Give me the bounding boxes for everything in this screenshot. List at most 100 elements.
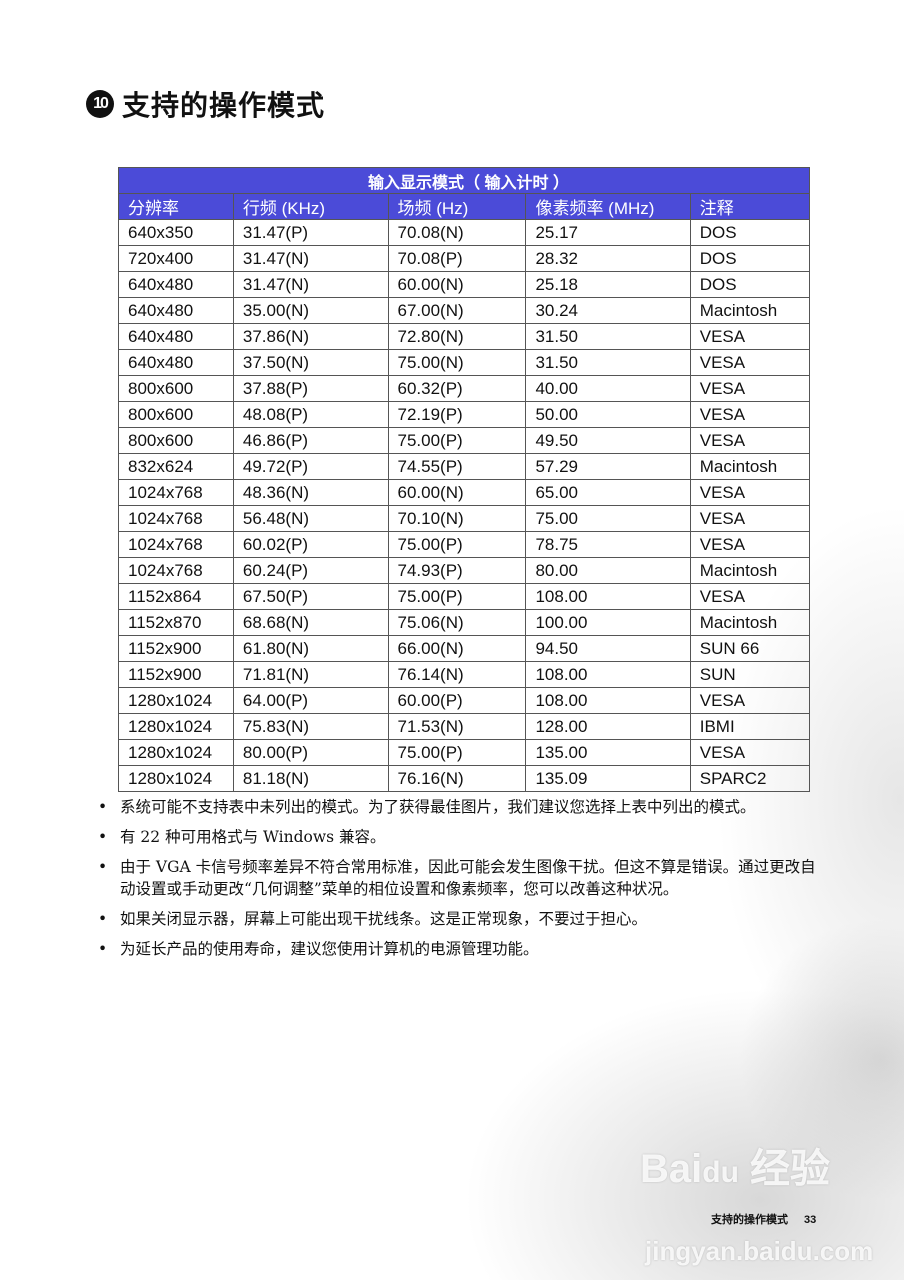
table-row: 1024x768 60.24(P) 74.93(P) 80.00 Macintosh (118, 557, 811, 584)
note-item: 为延长产品的使用寿命，建议您使用计算机的电源管理功能。 (96, 938, 816, 960)
table-cell: 1280x1024 (118, 687, 234, 714)
table-cell: SPARC2 (689, 765, 811, 792)
table-cell: 67.00(N) (387, 297, 527, 324)
table-cell: VESA (689, 505, 811, 532)
table-row: 1280x1024 81.18(N) 76.16(N) 135.09 SPARC2 (118, 765, 811, 792)
table-cell: 1152x864 (118, 583, 234, 610)
table-cell: 75.83(N) (232, 713, 389, 740)
table-row: 800x600 37.88(P) 60.32(P) 40.00 VESA (118, 375, 811, 402)
table-cell: 37.86(N) (232, 323, 389, 350)
table-cell: 35.00(N) (232, 297, 389, 324)
table-cell: 1280x1024 (118, 739, 234, 766)
table-cell: 31.50 (525, 323, 691, 350)
table-cell: 75.00(P) (387, 583, 527, 610)
timing-table: 输入显示模式（ 输入计时 ） 分辨率 行频 (KHz) 场频 (Hz) 像素频率 (M… (118, 167, 811, 792)
watermark-url: jingyan.baidu.com (645, 1236, 874, 1266)
notes-list: 系统可能不支持表中未列出的模式。为了获得最佳图片，我们建议您选择上表中列出的模式… (96, 796, 816, 968)
table-cell: 75.00(P) (387, 739, 527, 766)
page-number: 33 (804, 1214, 817, 1226)
table-cell: 49.50 (525, 427, 691, 454)
table-row: 1280x1024 75.83(N) 71.53(N) 128.00 IBMI (118, 713, 811, 740)
table-cell: 75.00 (525, 505, 691, 532)
table-cell: 37.50(N) (232, 349, 389, 376)
table-row: 1152x900 61.80(N) 66.00(N) 94.50 SUN 66 (118, 635, 811, 662)
table-cell: 30.24 (525, 297, 691, 324)
table-cell: 75.00(N) (387, 349, 527, 376)
note-item: 如果关闭显示器，屏幕上可能出现干扰线条。这是正常现象，不要过于担心。 (96, 908, 816, 930)
table-cell: SUN (689, 661, 811, 688)
table-cell: VESA (689, 739, 811, 766)
table-cell: 1280x1024 (118, 713, 234, 740)
table-cell: 37.88(P) (232, 375, 389, 402)
table-cell: 31.50 (525, 349, 691, 376)
table-cell: 1280x1024 (118, 765, 234, 792)
watermark-logo: Baidu 经验 (640, 1147, 831, 1191)
table-cell: 56.48(N) (232, 505, 389, 532)
table-cell: 1152x870 (118, 609, 234, 636)
table-cell: 640x480 (118, 349, 234, 376)
table-cell: 64.00(P) (232, 687, 389, 714)
table-row: 640x480 37.86(N) 72.80(N) 31.50 VESA (118, 323, 811, 350)
table-cell: 60.32(P) (387, 375, 527, 402)
table-cell: 81.18(N) (232, 765, 389, 792)
page-title-text: 支持的操作模式 (122, 90, 326, 121)
table-row: 640x350 31.47(P) 70.08(N) 25.17 DOS (118, 219, 811, 246)
table-cell: 832x624 (118, 453, 234, 480)
table-cell: 60.00(N) (387, 271, 527, 298)
table-cell: 48.36(N) (232, 479, 389, 506)
table-cell: VESA (689, 375, 811, 402)
note-item: 有 22 种可用格式与 Windows 兼容。 (96, 826, 816, 848)
table-cell: 76.14(N) (387, 661, 527, 688)
table-row: 1024x768 48.36(N) 60.00(N) 65.00 VESA (118, 479, 811, 506)
table-row: 640x480 31.47(N) 60.00(N) 25.18 DOS (118, 271, 811, 298)
table-row: 1152x900 71.81(N) 76.14(N) 108.00 SUN (118, 661, 811, 688)
table-cell: 1152x900 (118, 661, 234, 688)
table-cell: 49.72(P) (232, 453, 389, 480)
table-cell: 80.00 (525, 557, 691, 584)
table-cell: 640x480 (118, 271, 234, 298)
table-cell: 135.09 (525, 765, 691, 792)
table-cell: 72.80(N) (387, 323, 527, 350)
table-cell: 31.47(N) (232, 271, 389, 298)
table-cell: 75.06(N) (387, 609, 527, 636)
column-header: 场频 (Hz) (387, 193, 527, 220)
table-cell: DOS (689, 271, 811, 298)
table-cell: 48.08(P) (232, 401, 389, 428)
table-cell: 74.55(P) (387, 453, 527, 480)
table-row: 800x600 48.08(P) 72.19(P) 50.00 VESA (118, 401, 811, 428)
table-cell: Macintosh (689, 453, 811, 480)
table-cell: 800x600 (118, 427, 234, 454)
table-row: 1152x864 67.50(P) 75.00(P) 108.00 VESA (118, 583, 811, 610)
table-row: 800x600 46.86(P) 75.00(P) 49.50 VESA (118, 427, 811, 454)
table-row: 720x400 31.47(N) 70.08(P) 28.32 DOS (118, 245, 811, 272)
table-cell: 71.81(N) (232, 661, 389, 688)
table-cell: 60.24(P) (232, 557, 389, 584)
table-cell: 74.93(P) (387, 557, 527, 584)
table-cell: 75.00(P) (387, 531, 527, 558)
table-cell: VESA (689, 583, 811, 610)
table-cell: 128.00 (525, 713, 691, 740)
table-cell: 78.75 (525, 531, 691, 558)
table-row: 640x480 37.50(N) 75.00(N) 31.50 VESA (118, 349, 811, 376)
table-cell: 75.00(P) (387, 427, 527, 454)
table-cell: 100.00 (525, 609, 691, 636)
table-cell: DOS (689, 245, 811, 272)
table-cell: 50.00 (525, 401, 691, 428)
column-header: 注释 (689, 193, 811, 220)
table-cell: 800x600 (118, 375, 234, 402)
table-cell: SUN 66 (689, 635, 811, 662)
table-cell: 31.47(P) (232, 219, 389, 246)
table-cell: 60.02(P) (232, 531, 389, 558)
table-cell: 1024x768 (118, 557, 234, 584)
table-cell: 640x350 (118, 219, 234, 246)
table-cell: 31.47(N) (232, 245, 389, 272)
table-cell: Macintosh (689, 297, 811, 324)
table-cell: VESA (689, 427, 811, 454)
table-cell: 108.00 (525, 661, 691, 688)
table-cell: 66.00(N) (387, 635, 527, 662)
table-cell: 1152x900 (118, 635, 234, 662)
table-cell: 70.10(N) (387, 505, 527, 532)
table-cell: 68.68(N) (232, 609, 389, 636)
table-cell: VESA (689, 479, 811, 506)
table-cell: 67.50(P) (232, 583, 389, 610)
